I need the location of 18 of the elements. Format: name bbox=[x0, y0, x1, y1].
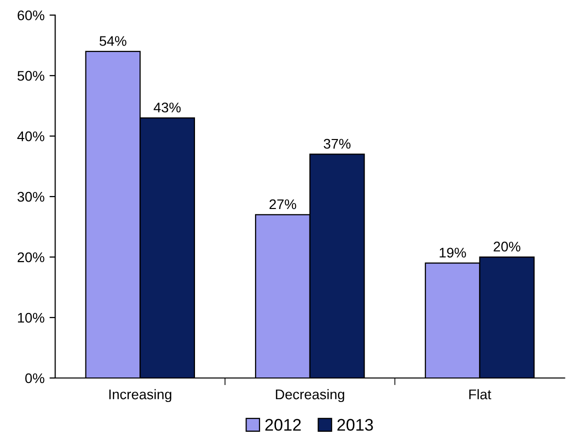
data-label: 37% bbox=[324, 138, 350, 149]
x-tick-label: Flat bbox=[469, 389, 492, 400]
data-label: 19% bbox=[440, 248, 466, 258]
y-tick-label: 60% bbox=[18, 10, 44, 20]
data-label: 43% bbox=[154, 102, 181, 112]
legend-label: 2013 bbox=[337, 418, 373, 431]
x-tick-label: Increasing bbox=[109, 389, 172, 402]
y-tick-label: 50% bbox=[18, 70, 44, 81]
y-tick-label: 40% bbox=[17, 131, 44, 142]
data-label: 20% bbox=[494, 242, 520, 252]
y-tick-label: 30% bbox=[18, 192, 44, 202]
y-tick-label: 10% bbox=[18, 312, 44, 323]
data-label: 54% bbox=[100, 36, 126, 46]
x-tick-label: Decreasing bbox=[276, 389, 344, 402]
y-tick-label: 0% bbox=[25, 373, 44, 384]
legend-label: 2012 bbox=[265, 418, 301, 431]
data-label: 27% bbox=[270, 199, 296, 210]
y-tick-label: 20% bbox=[18, 252, 44, 262]
